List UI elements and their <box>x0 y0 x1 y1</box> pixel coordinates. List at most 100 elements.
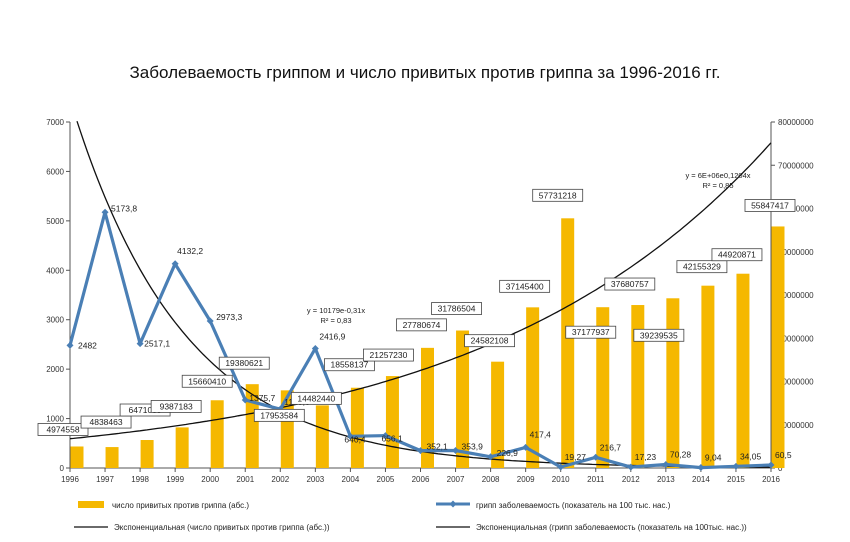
bar-label-box <box>396 318 447 332</box>
bar-label-box <box>363 348 414 362</box>
incidence-point <box>452 447 460 455</box>
x-tick-label: 2014 <box>692 475 710 484</box>
bar <box>105 447 119 468</box>
bar <box>596 307 610 468</box>
bar <box>245 384 259 468</box>
bar-label-box <box>676 260 728 274</box>
bar-label-box <box>218 356 270 370</box>
incidence-point <box>136 340 144 348</box>
right-tick-label: 50000000 <box>778 248 814 257</box>
x-tick-label: 2004 <box>342 475 360 484</box>
x-tick-label: 2016 <box>762 475 780 484</box>
bar <box>421 347 434 468</box>
x-tick-label: 2008 <box>482 475 500 484</box>
incidence-label: 417,4 <box>530 429 552 439</box>
bar-label: 57731218 <box>539 190 577 200</box>
bar <box>771 226 785 468</box>
bar-label-box <box>150 400 202 413</box>
incidence-label: 640,4 <box>344 434 366 444</box>
incidence-label: 2973,3 <box>216 312 242 322</box>
bar-label-box <box>464 334 516 348</box>
bar <box>385 376 399 468</box>
incidence-label: 2517,1 <box>144 339 170 349</box>
incidence-point <box>66 341 74 349</box>
bar-label-box <box>532 188 584 202</box>
incidence-label: 34,05 <box>740 451 762 461</box>
incidence-label: 352,1 <box>427 442 449 452</box>
trend-equation: y = 6E+06e0,1204x <box>685 171 750 180</box>
left-tick-label: 3000 <box>46 316 64 325</box>
incidence-point <box>241 396 249 404</box>
incidence-label: 2482 <box>78 340 97 350</box>
trend-equation: y = 10179e-0,31x <box>307 306 365 315</box>
bar-label: 44920871 <box>718 250 756 260</box>
right-tick-label: 0 <box>778 464 783 473</box>
bar-label: 18558137 <box>330 360 368 370</box>
incidence-label: 216,7 <box>600 442 622 452</box>
incidence-point <box>592 453 600 461</box>
incidence-label: 656,1 <box>381 434 403 444</box>
x-tick-label: 2011 <box>587 475 605 484</box>
incidence-label: 60,5 <box>775 450 792 460</box>
x-tick-label: 1996 <box>61 475 79 484</box>
bar-label: 17953584 <box>260 410 298 420</box>
bar-label-box <box>633 328 685 342</box>
incidence-point <box>206 317 214 325</box>
bar-label: 6471089 <box>129 405 162 415</box>
legend-label: Экспоненциальная (число привитых против … <box>114 523 330 532</box>
x-tick-label: 2001 <box>236 475 254 484</box>
bar-label-box <box>323 358 375 372</box>
incidence-point <box>522 443 530 451</box>
bar-label: 9387183 <box>160 401 193 411</box>
x-tick-label: 2002 <box>271 475 289 484</box>
x-tick-label: 2000 <box>201 475 219 484</box>
incidence-label: 4132,2 <box>177 246 203 256</box>
x-tick-label: 1998 <box>131 475 149 484</box>
incidence-point <box>171 260 179 268</box>
incidence-point <box>417 447 424 455</box>
incidence-label: 353,9 <box>462 442 484 452</box>
bar <box>140 440 154 468</box>
bar <box>491 361 505 468</box>
bar <box>736 273 750 468</box>
trend-r2: R² = 0,83 <box>320 316 351 325</box>
x-tick-label: 2015 <box>727 475 745 484</box>
incidence-point <box>487 453 495 461</box>
bar-label: 37145400 <box>506 281 544 291</box>
bar-label-box <box>565 325 617 339</box>
bar <box>666 298 680 468</box>
left-tick-label: 1000 <box>46 415 64 424</box>
bar-label: 4974558 <box>46 424 79 434</box>
bar-label: 4838463 <box>90 417 123 427</box>
incidence-point <box>732 462 740 470</box>
bar <box>315 405 329 468</box>
bar-label: 14482440 <box>297 393 335 403</box>
x-tick-label: 2007 <box>447 475 465 484</box>
bar-label: 24582108 <box>471 336 509 346</box>
bar-label: 27780674 <box>403 320 441 330</box>
legend-label: Экспоненциальная (грипп заболеваемость (… <box>476 523 747 532</box>
legend-line-marker <box>449 500 457 508</box>
incidence-point <box>101 208 109 216</box>
bar <box>70 446 84 468</box>
incidence-label: 5173,8 <box>111 203 137 213</box>
x-tick-label: 2009 <box>517 475 535 484</box>
left-tick-label: 7000 <box>46 118 64 127</box>
x-tick-label: 2003 <box>306 475 324 484</box>
left-tick-label: 5000 <box>46 217 64 226</box>
bar-label: 31786504 <box>438 304 476 314</box>
right-tick-label: 10000000 <box>778 421 814 430</box>
right-tick-label: 40000000 <box>778 291 814 300</box>
bar <box>350 387 364 468</box>
bar <box>701 285 715 468</box>
left-tick-label: 6000 <box>46 167 64 176</box>
bar-label-box <box>253 408 305 422</box>
bar-label-box <box>604 277 656 291</box>
bar-label-box <box>744 199 796 212</box>
chart-title: Заболеваемость гриппом и число привитых … <box>129 63 721 82</box>
bar <box>175 427 189 468</box>
bar-label: 21257230 <box>370 350 408 360</box>
bar-label: 55847417 <box>751 200 789 210</box>
bar-label-box <box>499 279 551 293</box>
